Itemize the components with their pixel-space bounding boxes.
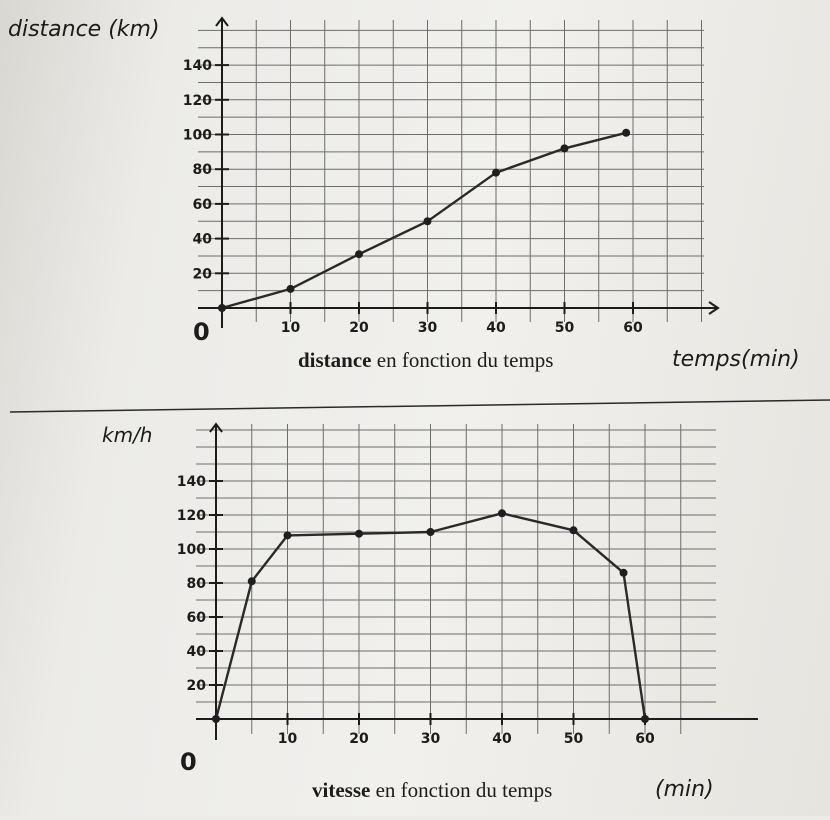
distance-y-axis-label: distance (km) xyxy=(8,17,160,42)
distance-y-tick-label: 140 xyxy=(183,58,212,74)
speed-y-tick-label: 140 xyxy=(177,474,206,490)
section-divider xyxy=(9,399,830,413)
speed-data-point xyxy=(247,577,256,586)
distance-x-arrow-icon xyxy=(708,301,720,315)
speed-y-tick-label: 40 xyxy=(187,644,207,660)
speed-origin-label: 0 xyxy=(180,748,197,776)
distance-y-tick-label: 40 xyxy=(193,232,213,248)
speed-y-arrow-icon xyxy=(209,422,223,433)
distance-data-point xyxy=(622,128,631,137)
speed-x-tick-label: 60 xyxy=(635,731,655,747)
distance-data-point xyxy=(355,250,363,259)
speed-x-tick-labels: 10 20 30 40 50 60 xyxy=(278,731,655,747)
speed-y-tick-label: 60 xyxy=(187,610,207,626)
distance-x-tick-labels: 10 20 30 40 50 60 xyxy=(281,320,643,336)
speed-caption: vitesse en fonction du temps xyxy=(312,778,552,802)
distance-x-tick-label: 10 xyxy=(281,320,301,336)
distance-chart-grid xyxy=(198,20,704,322)
speed-caption-bold: vitesse xyxy=(312,778,370,802)
speed-x-tick-label: 20 xyxy=(349,731,369,747)
distance-series-points xyxy=(218,128,631,312)
distance-x-tick-label: 30 xyxy=(418,320,438,336)
speed-caption-rest: en fonction du temps xyxy=(370,778,552,802)
speed-data-point xyxy=(641,715,649,723)
distance-caption: distance en fonction du temps xyxy=(298,348,553,372)
distance-caption-rest: en fonction du temps xyxy=(372,348,554,372)
speed-y-tick-label: 20 xyxy=(187,678,207,694)
speed-y-tick-label: 100 xyxy=(177,542,206,558)
distance-y-tick-label: 60 xyxy=(193,197,213,213)
distance-tick-marks xyxy=(215,64,634,314)
speed-x-tick-label: 10 xyxy=(278,731,298,747)
speed-y-tick-label: 120 xyxy=(177,508,206,524)
speed-data-point xyxy=(212,715,220,723)
speed-chart: 10 20 30 40 50 60 20 40 60 80 100 120 140 0 km/h (m… xyxy=(102,422,758,802)
distance-data-point xyxy=(560,144,569,153)
distance-x-tick-label: 60 xyxy=(623,320,643,336)
speed-x-axis-label: (min) xyxy=(655,777,714,802)
distance-y-tick-label: 20 xyxy=(193,266,213,282)
distance-x-tick-label: 20 xyxy=(349,320,369,336)
distance-chart: 10 20 30 40 50 60 20 40 60 80 100 120 140 0 distanc… xyxy=(8,16,800,372)
speed-x-tick-label: 30 xyxy=(421,731,441,747)
speed-x-tick-label: 40 xyxy=(492,731,512,747)
distance-x-axis-label: temps(min) xyxy=(672,347,800,372)
distance-caption-bold: distance xyxy=(298,348,372,372)
distance-data-point xyxy=(423,217,432,226)
speed-tick-marks xyxy=(209,480,646,725)
speed-data-point xyxy=(569,526,578,535)
distance-y-tick-labels: 20 40 60 80 100 120 140 xyxy=(183,58,212,282)
distance-x-tick-label: 50 xyxy=(555,320,575,336)
speed-x-tick-label: 50 xyxy=(564,731,584,747)
speed-data-point xyxy=(426,528,435,536)
speed-data-point xyxy=(498,509,506,518)
speed-y-tick-label: 80 xyxy=(187,576,207,592)
distance-data-point xyxy=(286,284,295,293)
distance-x-tick-label: 40 xyxy=(486,320,506,336)
distance-y-tick-label: 120 xyxy=(183,93,212,109)
distance-origin-label: 0 xyxy=(193,318,210,346)
speed-series-points xyxy=(212,509,649,723)
speed-data-point xyxy=(355,529,363,538)
speed-y-tick-labels: 20 40 60 80 100 120 140 xyxy=(177,474,206,694)
speed-y-axis-label: km/h xyxy=(102,423,152,447)
speed-data-point xyxy=(283,531,292,540)
distance-data-point xyxy=(492,168,500,177)
distance-y-arrow-icon xyxy=(215,16,229,27)
speed-data-point xyxy=(619,568,628,577)
distance-y-tick-label: 100 xyxy=(183,128,212,144)
distance-y-tick-label: 80 xyxy=(193,162,213,178)
speed-chart-grid xyxy=(196,424,716,734)
distance-data-point xyxy=(218,304,226,312)
